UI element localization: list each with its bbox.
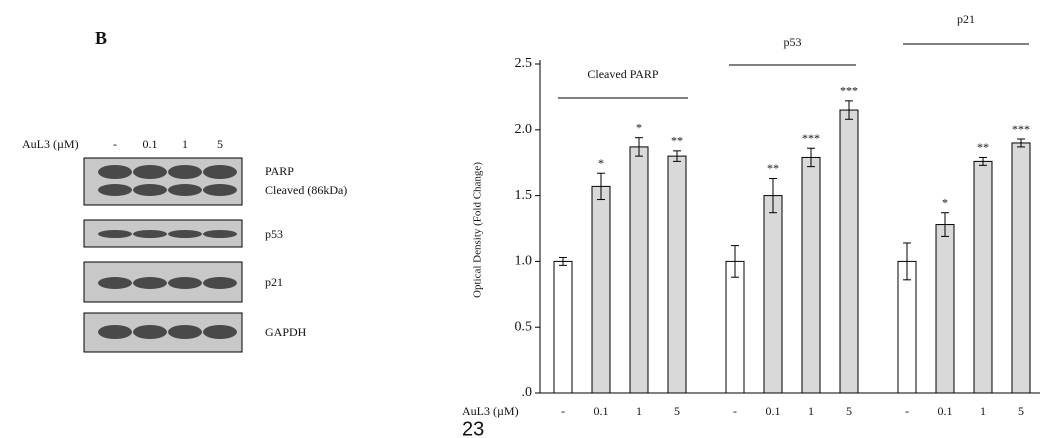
x-tick-label: - bbox=[905, 404, 909, 418]
bar bbox=[802, 157, 820, 393]
y-tick-label: .0 bbox=[522, 385, 533, 400]
y-tick-label: 1.0 bbox=[515, 254, 533, 269]
significance: ** bbox=[767, 161, 779, 175]
x-tick-label: 0.1 bbox=[594, 404, 609, 418]
x-tick-label: 5 bbox=[1018, 404, 1024, 418]
y-tick-label: 0.5 bbox=[515, 319, 533, 334]
blot-band bbox=[168, 325, 202, 339]
bar bbox=[554, 261, 572, 393]
blot-band bbox=[98, 277, 132, 289]
bar bbox=[630, 147, 648, 393]
x-tick-label: - bbox=[561, 404, 565, 418]
blot-band bbox=[203, 325, 237, 339]
panel-label: B bbox=[95, 28, 107, 48]
bar bbox=[936, 225, 954, 393]
significance: *** bbox=[1012, 122, 1030, 136]
blot-band bbox=[133, 325, 167, 339]
significance: *** bbox=[802, 131, 820, 145]
y-tick-label: 2.5 bbox=[515, 56, 533, 71]
x-tick-label: 1 bbox=[980, 404, 986, 418]
band-label: GAPDH bbox=[265, 325, 307, 339]
lane-label: 1 bbox=[182, 137, 188, 151]
band-label: Cleaved (86kDa) bbox=[265, 183, 347, 197]
significance: ** bbox=[977, 140, 989, 154]
blot-band bbox=[133, 230, 167, 238]
x-tick-label: 0.1 bbox=[766, 404, 781, 418]
band-label: PARP bbox=[265, 164, 294, 178]
x-tick-label: 5 bbox=[846, 404, 852, 418]
bar bbox=[592, 186, 610, 393]
significance: * bbox=[636, 120, 642, 134]
band-label: p53 bbox=[265, 227, 283, 241]
blot-row-label: AuL3 (µM) bbox=[22, 137, 79, 151]
blot-band bbox=[203, 230, 237, 238]
bar bbox=[840, 110, 858, 393]
significance: * bbox=[598, 156, 604, 170]
bar bbox=[764, 196, 782, 393]
y-axis-label: Optical Density (Fold Change) bbox=[472, 162, 484, 298]
y-tick-label: 1.5 bbox=[515, 188, 533, 203]
bar bbox=[726, 261, 744, 393]
blot-band bbox=[203, 165, 237, 179]
lane-label: 0.1 bbox=[143, 137, 158, 151]
blot-band bbox=[133, 277, 167, 289]
significance: *** bbox=[840, 84, 858, 98]
blot-band bbox=[203, 277, 237, 289]
x-tick-label: 0.1 bbox=[938, 404, 953, 418]
blot-band bbox=[98, 325, 132, 339]
group-label: p53 bbox=[784, 35, 802, 49]
significance: ** bbox=[671, 134, 683, 148]
bar bbox=[898, 261, 916, 393]
significance: * bbox=[942, 195, 948, 209]
x-row-label: AuL3 (µM) bbox=[462, 404, 519, 418]
blot-band bbox=[168, 165, 202, 179]
x-tick-label: - bbox=[733, 404, 737, 418]
blot-band bbox=[168, 230, 202, 238]
blot-band bbox=[168, 277, 202, 289]
blot-band bbox=[98, 230, 132, 238]
lane-label: - bbox=[113, 137, 117, 151]
blot-band bbox=[133, 184, 167, 196]
page-number: 23 bbox=[462, 418, 484, 438]
lane-label: 5 bbox=[217, 137, 223, 151]
x-tick-label: 1 bbox=[636, 404, 642, 418]
group-label: Cleaved PARP bbox=[587, 67, 659, 81]
band-label: p21 bbox=[265, 275, 283, 289]
blot-band bbox=[98, 165, 132, 179]
figure: B AuL3 (µM) 23 AuL3 (µM) Optical Density… bbox=[0, 0, 1040, 438]
blot-band bbox=[168, 184, 202, 196]
y-tick-label: 2.0 bbox=[515, 122, 533, 137]
bar bbox=[1012, 143, 1030, 393]
group-label: p21 bbox=[957, 12, 975, 26]
bar bbox=[974, 161, 992, 393]
blot-band bbox=[203, 184, 237, 196]
x-tick-label: 1 bbox=[808, 404, 814, 418]
x-tick-label: 5 bbox=[674, 404, 680, 418]
bar bbox=[668, 156, 686, 393]
blot-band bbox=[98, 184, 132, 196]
blot-band bbox=[133, 165, 167, 179]
